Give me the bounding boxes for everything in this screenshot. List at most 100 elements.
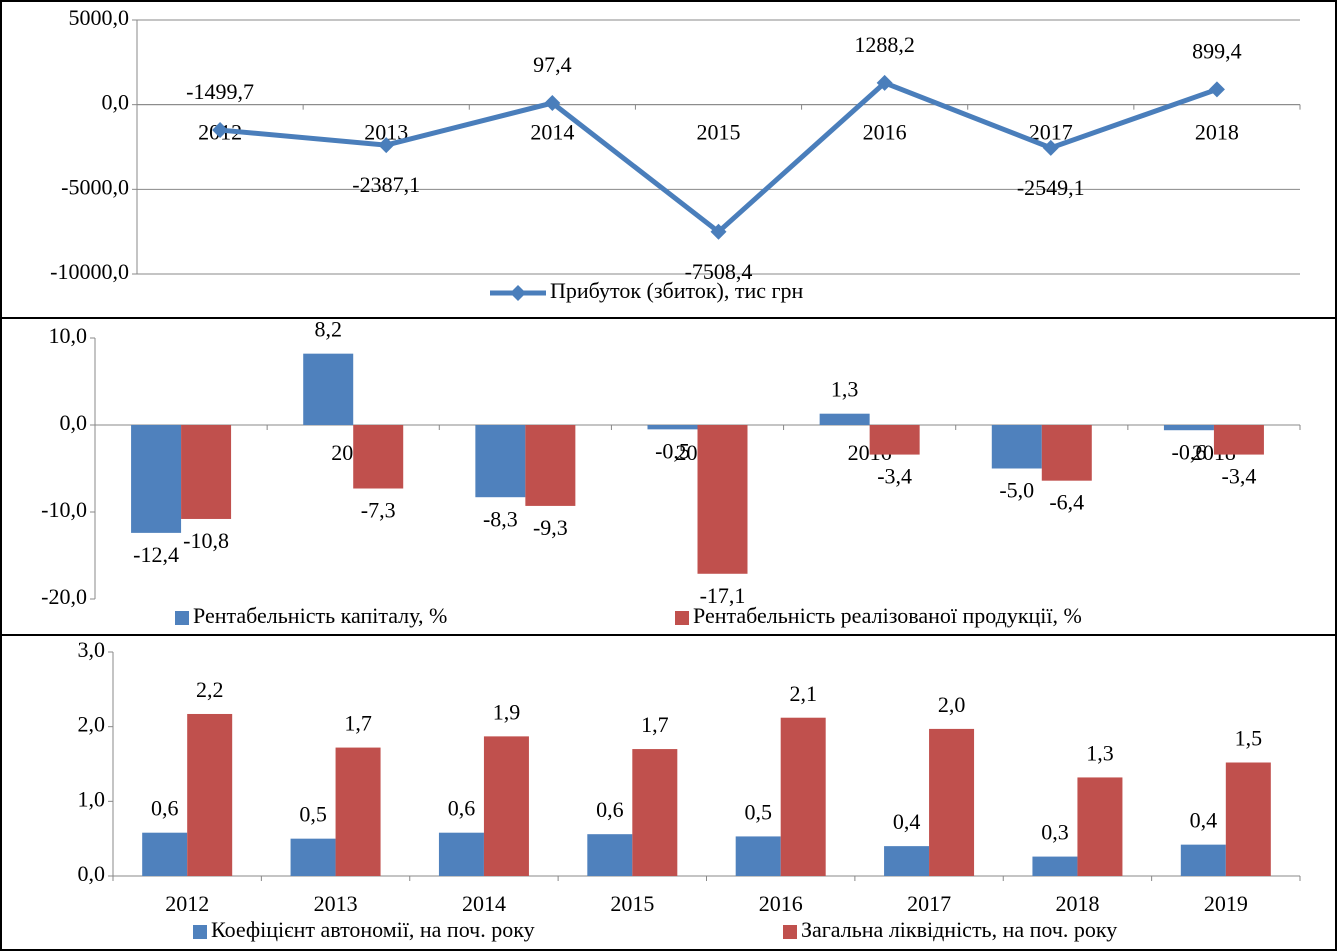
value-label: -3,4 — [1222, 464, 1257, 489]
value-label: 0,6 — [448, 796, 476, 821]
bar — [1180, 844, 1226, 876]
value-label: 1,7 — [641, 712, 669, 737]
legend-label: Рентабельність капіталу, % — [193, 603, 447, 628]
y-tick-label: 5000,0 — [69, 5, 130, 30]
value-label: 1,5 — [1235, 726, 1263, 751]
y-tick-label: -20,0 — [41, 584, 87, 609]
y-tick-label: -5000,0 — [61, 174, 129, 199]
x-tick-label: 2012 — [165, 891, 209, 916]
point-marker — [1208, 81, 1225, 98]
x-tick-label: 2014 — [530, 120, 574, 145]
bar — [131, 425, 182, 533]
value-label: -3,4 — [877, 464, 912, 489]
bar — [142, 832, 188, 876]
point-marker — [544, 95, 561, 112]
bar — [697, 425, 748, 574]
bar — [1032, 856, 1078, 876]
point-marker — [378, 137, 395, 154]
bar — [632, 749, 678, 876]
bar — [587, 834, 633, 876]
value-label: 1,3 — [831, 377, 859, 402]
x-tick-label: 2015 — [610, 891, 654, 916]
bar — [819, 413, 870, 425]
y-tick-label: 3,0 — [78, 637, 106, 662]
value-label: -12,4 — [133, 542, 179, 567]
legend-label: Прибуток (збиток), тис грн — [550, 278, 804, 303]
value-label: 97,4 — [533, 52, 572, 77]
value-label: -9,3 — [533, 515, 568, 540]
legend-swatch — [193, 925, 207, 939]
bar — [353, 425, 404, 489]
value-label: 2,1 — [789, 681, 817, 706]
y-tick-label: -10000,0 — [50, 259, 129, 284]
point-marker — [876, 74, 893, 91]
bar — [647, 425, 698, 430]
value-label: 0,6 — [151, 796, 179, 821]
value-label: 0,3 — [1041, 820, 1069, 845]
value-label: 0,4 — [1190, 808, 1218, 833]
y-tick-label: 1,0 — [78, 786, 106, 811]
value-label: -0,5 — [655, 438, 690, 463]
y-tick-label: 0,0 — [60, 410, 88, 435]
legend-label: Загальна ліквідність, на поч. року — [801, 917, 1117, 942]
bar — [1077, 777, 1123, 876]
value-label: 0,5 — [299, 802, 327, 827]
bar — [303, 353, 354, 425]
point-marker — [1042, 139, 1059, 156]
bar — [1213, 425, 1264, 455]
bar — [869, 425, 920, 455]
value-label: 1,3 — [1086, 740, 1114, 765]
value-label: 2,0 — [938, 692, 966, 717]
bar — [181, 425, 232, 519]
legend-marker — [510, 285, 526, 301]
value-label: -17,1 — [700, 583, 746, 608]
x-tick-label: 2013 — [314, 891, 358, 916]
value-label: 0,4 — [893, 809, 921, 834]
value-label: -1499,7 — [186, 79, 254, 104]
x-tick-label: 2019 — [1204, 891, 1248, 916]
value-label: -10,8 — [183, 528, 229, 553]
value-label: 0,5 — [744, 799, 772, 824]
point-marker — [710, 223, 727, 240]
legend-label: Коефіцієнт автономії, на поч. року — [211, 917, 535, 942]
y-tick-label: 0,0 — [78, 861, 106, 886]
x-tick-label: 2018 — [1195, 120, 1239, 145]
x-tick-label: 2016 — [759, 891, 803, 916]
value-label: 0,6 — [596, 797, 624, 822]
bar — [483, 736, 529, 876]
bar — [735, 836, 781, 876]
x-tick-label: 2016 — [863, 120, 907, 145]
x-tick-label: 2017 — [907, 891, 951, 916]
bar — [1225, 762, 1271, 876]
bar — [187, 713, 233, 876]
value-label: -5,0 — [999, 478, 1034, 503]
value-label: -7508,4 — [685, 259, 753, 284]
value-label: -7,3 — [361, 498, 396, 523]
bar — [335, 747, 381, 876]
bar — [1163, 425, 1214, 431]
legend-swatch — [175, 611, 189, 625]
value-label: 1,7 — [344, 711, 372, 736]
y-tick-label: 10,0 — [49, 323, 88, 348]
x-tick-label: 2014 — [462, 891, 506, 916]
legend-label: Рентабельність реалізованої продукції, % — [693, 603, 1082, 628]
value-label: 1288,2 — [854, 32, 915, 57]
x-tick-label: 2018 — [1055, 891, 1099, 916]
bar — [780, 717, 826, 876]
y-tick-label: 2,0 — [78, 712, 106, 737]
legend-swatch — [783, 925, 797, 939]
bar — [438, 832, 484, 876]
value-label: -2549,1 — [1017, 175, 1085, 200]
y-tick-label: -10,0 — [41, 497, 87, 522]
bar — [1041, 425, 1092, 481]
legend-swatch — [675, 611, 689, 625]
y-tick-label: 0,0 — [102, 90, 130, 115]
bar — [525, 425, 576, 506]
bar — [290, 838, 336, 876]
value-label: -8,3 — [483, 506, 518, 531]
bar — [475, 425, 526, 498]
value-label: -0,6 — [1172, 439, 1207, 464]
bar — [991, 425, 1042, 469]
x-tick-label: 2015 — [697, 120, 741, 145]
